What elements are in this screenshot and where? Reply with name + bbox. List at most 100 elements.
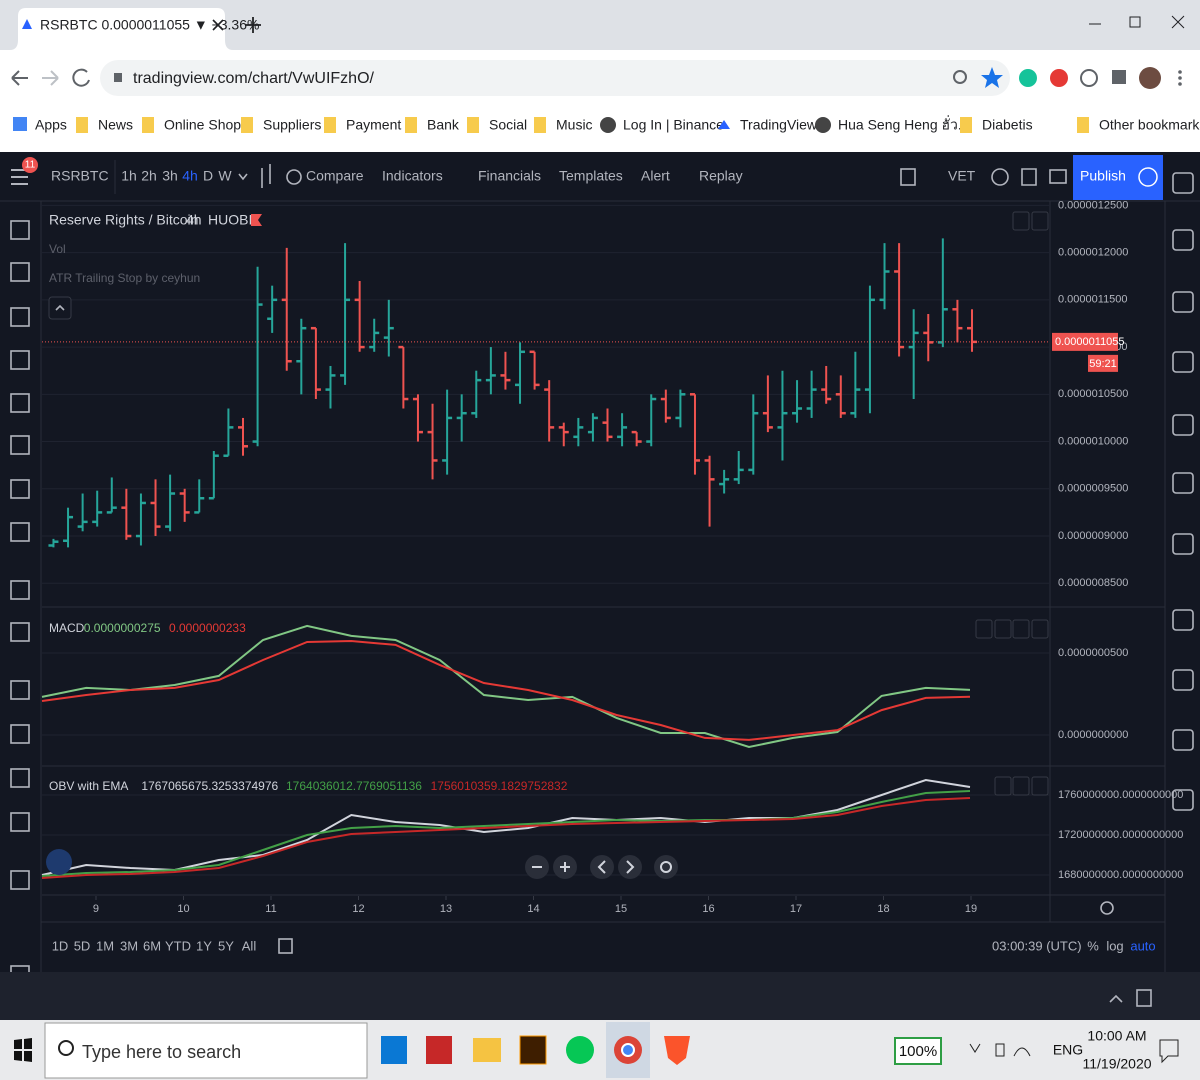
range-button[interactable]: 5D	[74, 938, 91, 953]
pane-button[interactable]	[1031, 776, 1049, 796]
clock-time[interactable]: 10:00 AM	[1087, 1028, 1146, 1044]
range-button[interactable]: YTD	[165, 938, 191, 953]
pane-button[interactable]	[975, 619, 993, 639]
tool-icon[interactable]	[10, 680, 30, 700]
range-button[interactable]: 6M	[143, 938, 161, 953]
reload-button[interactable]	[72, 68, 90, 87]
interval-dropdown[interactable]	[238, 173, 248, 181]
bookmark[interactable]: Music	[556, 117, 593, 133]
app-mail[interactable]	[381, 1036, 407, 1064]
ext-adblock[interactable]	[1050, 69, 1068, 87]
tool-icon[interactable]	[10, 393, 30, 413]
forward-button[interactable]	[42, 70, 59, 86]
maximize[interactable]	[1129, 16, 1141, 28]
bookmark[interactable]: Payment	[346, 117, 401, 133]
battery-box[interactable]	[894, 1037, 942, 1065]
ext-other[interactable]	[1080, 69, 1098, 87]
bookmark[interactable]: Social	[489, 117, 527, 133]
language[interactable]: ENG	[1053, 1042, 1083, 1058]
app-illustrator[interactable]	[519, 1035, 547, 1065]
back-button[interactable]	[11, 70, 28, 86]
tray-icons[interactable]	[969, 1043, 1031, 1057]
app-explorer[interactable]	[473, 1038, 501, 1062]
pane-button[interactable]	[1012, 619, 1030, 639]
toolbar-item[interactable]: Replay	[699, 168, 743, 184]
pane-button[interactable]	[1031, 211, 1049, 231]
ext-grammarly[interactable]	[1019, 69, 1037, 87]
bookmark[interactable]: Log In | Binance	[623, 117, 724, 133]
tool-icon[interactable]	[10, 220, 30, 240]
bookmark[interactable]: TradingView	[740, 117, 818, 133]
currency[interactable]: VET	[948, 168, 976, 184]
tool-icon[interactable]	[10, 724, 30, 744]
menu-dot[interactable]	[1178, 76, 1182, 80]
toolbar-item[interactable]: Templates	[559, 168, 623, 184]
tool-icon[interactable]	[10, 580, 30, 600]
tool-icon[interactable]	[10, 522, 30, 542]
active-tab[interactable]	[10, 8, 233, 50]
compare-icon[interactable]	[286, 169, 302, 185]
side-icon[interactable]	[1172, 789, 1194, 811]
scroll-right[interactable]	[618, 855, 642, 879]
bookmark[interactable]: Bank	[427, 117, 460, 133]
toolbar-item[interactable]: Compare	[306, 168, 364, 184]
scale-option[interactable]: %	[1087, 938, 1099, 953]
bookmark[interactable]: Suppliers	[263, 117, 321, 133]
menu-dot[interactable]	[1178, 70, 1182, 74]
side-icon[interactable]	[1172, 609, 1194, 631]
interval[interactable]: D	[203, 168, 213, 184]
app-mcafee[interactable]	[426, 1036, 452, 1064]
toolbar-item[interactable]: Alert	[641, 168, 670, 184]
side-icon[interactable]	[1172, 414, 1194, 436]
ext-puzzle[interactable]	[1112, 70, 1126, 84]
interval[interactable]: 3h	[162, 168, 178, 184]
pane-button[interactable]	[1012, 211, 1030, 231]
pane-button[interactable]	[1012, 776, 1030, 796]
toolbar-item[interactable]: Indicators	[382, 168, 443, 184]
range-button[interactable]: 3M	[120, 938, 138, 953]
tv-logo[interactable]	[46, 849, 72, 875]
side-icon[interactable]	[1172, 229, 1194, 251]
settings-icon[interactable]	[991, 168, 1009, 186]
interval[interactable]: 4h	[182, 168, 198, 184]
tab-close[interactable]	[212, 19, 224, 31]
new-tab[interactable]	[245, 17, 261, 33]
side-icon[interactable]	[1172, 729, 1194, 751]
notifications[interactable]	[1159, 1039, 1179, 1064]
scale-option[interactable]: log	[1106, 938, 1123, 953]
interval[interactable]: W	[218, 168, 232, 184]
clock-date[interactable]: 11/19/2020	[1082, 1056, 1151, 1072]
start-button[interactable]	[14, 1038, 32, 1062]
side-icon[interactable]	[1172, 172, 1194, 194]
address-bar[interactable]	[100, 60, 1010, 96]
fullscreen-icon[interactable]	[1021, 168, 1037, 186]
tool-icon[interactable]	[10, 812, 30, 832]
range-button[interactable]: 1M	[96, 938, 114, 953]
profile-avatar[interactable]	[1139, 67, 1161, 89]
side-icon[interactable]	[1172, 533, 1194, 555]
tool-icon[interactable]	[10, 350, 30, 370]
bookmark[interactable]: Online Shop	[164, 117, 241, 133]
indicator-label[interactable]: Vol	[49, 242, 66, 256]
bookmark[interactable]: News	[98, 117, 133, 133]
layout-icon[interactable]	[900, 168, 916, 186]
axis-settings[interactable]	[1100, 901, 1114, 915]
scroll-left[interactable]	[590, 855, 614, 879]
tool-icon[interactable]	[10, 479, 30, 499]
interval[interactable]: 1h	[121, 168, 137, 184]
pane-button[interactable]	[1031, 619, 1049, 639]
range-button[interactable]: 5Y	[218, 938, 234, 953]
tool-icon[interactable]	[10, 435, 30, 455]
side-icon[interactable]	[1172, 351, 1194, 373]
range-button[interactable]: 1D	[52, 938, 69, 953]
symbol[interactable]: RSRBTC	[51, 168, 109, 184]
side-icon[interactable]	[1172, 472, 1194, 494]
snapshot-icon[interactable]	[1049, 169, 1067, 184]
bookmark[interactable]: Hua Seng Heng ฮั่ว...	[838, 116, 970, 133]
tool-icon[interactable]	[10, 768, 30, 788]
app-line[interactable]	[566, 1036, 594, 1064]
tool-icon[interactable]	[10, 622, 30, 642]
chart-type-icon[interactable]	[261, 164, 271, 188]
bookmark[interactable]: Apps	[35, 117, 67, 133]
range-button[interactable]: 1Y	[196, 938, 212, 953]
